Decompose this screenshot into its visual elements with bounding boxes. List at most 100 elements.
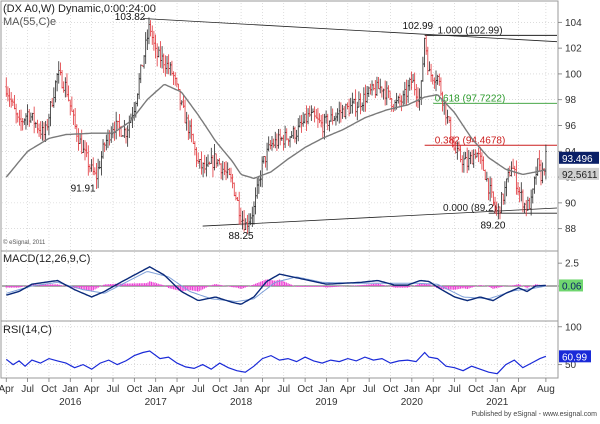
rsi-line: [5, 350, 547, 375]
x-month-label: Jul: [21, 384, 34, 395]
rsi-tick-label: 100: [565, 322, 582, 333]
price-bar: [420, 80, 423, 106]
price-bar: [252, 201, 255, 225]
price-bar: [295, 129, 298, 145]
price-tick-label: 96: [565, 121, 577, 132]
price-bar: [461, 155, 464, 173]
price-bar: [36, 119, 39, 134]
price-bar: [26, 104, 29, 126]
x-month-label: Oct: [297, 384, 313, 395]
x-month-label: Jul: [448, 384, 461, 395]
price-bar: [211, 154, 214, 178]
price-bar: [275, 133, 278, 152]
price-bar: [433, 77, 436, 89]
price-bar: [471, 149, 474, 165]
price-bar: [331, 108, 334, 125]
price-bar: [513, 165, 516, 176]
price-bar: [44, 120, 47, 142]
price-bar: [512, 158, 515, 169]
price-bar: [229, 167, 232, 183]
price-bar: [405, 79, 408, 106]
price-bar: [147, 17, 150, 45]
ma55-line: [5, 83, 547, 180]
x-month-label: Jan: [318, 384, 334, 395]
price-bar: [330, 106, 333, 122]
x-year-label: 2017: [145, 397, 168, 408]
rsi-last-label: 60.99: [562, 352, 587, 363]
price-bar: [238, 191, 241, 225]
macd-signal-line: [6, 271, 546, 303]
price-bar: [543, 168, 546, 176]
ma-price-box: [559, 167, 599, 180]
swing-label-0: 103.82: [115, 12, 146, 23]
x-month-label: Apr: [0, 384, 15, 395]
price-bar: [29, 112, 32, 124]
price-bar: [210, 147, 213, 164]
price-tick-label: 98: [565, 95, 577, 106]
x-month-label: Oct: [468, 384, 484, 395]
price-bar: [243, 210, 246, 232]
price-bar: [49, 100, 52, 127]
x-month-label: Oct: [212, 384, 228, 395]
price-bar: [430, 63, 433, 82]
price-bar: [366, 85, 369, 104]
price-bar: [297, 118, 300, 142]
price-bar: [61, 69, 64, 89]
price-bar: [213, 143, 216, 171]
price-bar: [24, 113, 27, 130]
price-bar: [233, 182, 236, 197]
price-bar: [223, 162, 226, 176]
price-bar: [398, 93, 401, 108]
price-bar: [292, 125, 295, 139]
last-price-box: [559, 151, 599, 164]
price-bar: [334, 112, 337, 126]
price-bar: [74, 108, 77, 130]
price-bar: [126, 125, 129, 147]
price-bar: [528, 197, 531, 210]
price-bar: [272, 138, 275, 148]
price-bar: [348, 98, 351, 117]
fibonacci-levels: 1.000 (102.99) 0.618 (97.7222) 0.382 (94.4…: [424, 25, 557, 214]
price-bar: [403, 81, 406, 105]
grid-lines: [2, 3, 557, 376]
price-bar: [185, 111, 188, 131]
price-bar: [239, 207, 242, 225]
price-bar: [226, 162, 229, 179]
price-bar: [192, 133, 195, 144]
price-bar: [315, 109, 318, 119]
price-bar: [97, 158, 100, 189]
price-bar: [218, 158, 221, 165]
price-bar: [480, 152, 483, 170]
price-bar: [307, 108, 310, 125]
price-bar: [289, 136, 292, 148]
price-bar: [8, 88, 11, 107]
x-month-label: Oct: [383, 384, 399, 395]
price-bar: [77, 128, 80, 151]
swing-label-4: 89.20: [480, 221, 505, 232]
price-bar: [425, 35, 428, 55]
price-bar: [270, 136, 273, 151]
price-bar: [266, 142, 269, 171]
swing-label-3: 102.99: [403, 21, 434, 32]
price-bar: [69, 99, 72, 116]
price-bar: [280, 136, 283, 141]
price-bar: [489, 176, 492, 202]
price-bar: [438, 73, 441, 86]
x-month-label: Jul: [107, 384, 120, 395]
price-bar: [197, 152, 200, 165]
x-month-label: Jul: [192, 384, 205, 395]
price-bar: [18, 110, 21, 126]
x-year-label: 2016: [59, 397, 82, 408]
price-bar: [215, 153, 218, 169]
x-month-label: Aug: [537, 384, 555, 395]
price-tick-label: 88: [565, 224, 577, 235]
price-bar: [16, 112, 19, 123]
price-bar: [536, 158, 539, 176]
fib-label-0: 1.000 (102.99): [437, 25, 502, 36]
price-bar: [33, 106, 36, 134]
price-bar: [526, 196, 529, 212]
macd-legend: MACD(12,26,9,C): [3, 253, 90, 265]
price-bar: [195, 147, 198, 168]
price-bar: [110, 126, 113, 143]
